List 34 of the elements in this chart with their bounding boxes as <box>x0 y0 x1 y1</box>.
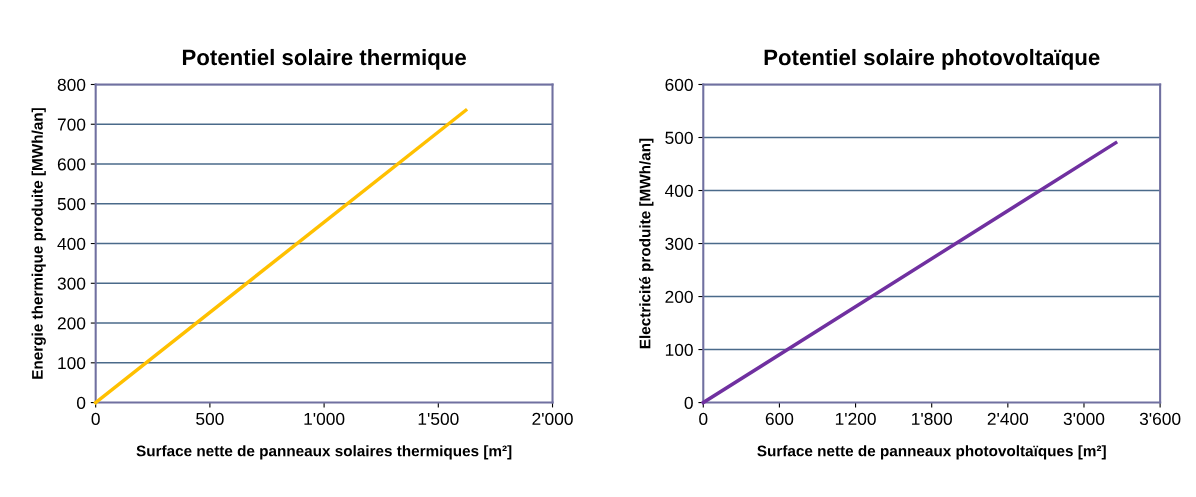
x-tick-label: 2'000 <box>532 412 573 426</box>
y-axis-title: Electricité produite [MWh/an] <box>639 138 654 349</box>
y-tick-label: 200 <box>57 317 86 330</box>
y-tick-label: 200 <box>665 290 693 303</box>
x-tick-label: 3'000 <box>1063 412 1105 426</box>
x-tick-label: 1'000 <box>304 412 345 426</box>
y-tick-label: 300 <box>665 237 693 250</box>
x-tick-label: 1'200 <box>835 412 876 426</box>
y-tick-label: 500 <box>665 131 693 144</box>
x-tick-label: 1'500 <box>418 412 459 426</box>
y-tick-label: 500 <box>57 197 86 211</box>
y-tick-label: 0 <box>684 396 693 410</box>
x-tick-label: 0 <box>699 412 708 426</box>
y-tick-label: 600 <box>665 78 693 91</box>
y-tick-label: 600 <box>57 158 86 171</box>
x-tick-label: 1'800 <box>912 412 952 426</box>
x-tick-label: 2'400 <box>987 412 1029 426</box>
chart-title: Potentiel solaire thermique <box>182 48 466 70</box>
x-tick-label: 3'600 <box>1139 412 1181 426</box>
y-tick-label: 100 <box>58 356 86 370</box>
x-tick-label: 0 <box>91 412 100 426</box>
y-tick-label: 700 <box>57 118 86 131</box>
y-tick-label: 800 <box>57 78 86 91</box>
y-tick-label: 0 <box>76 396 86 410</box>
y-tick-label: 300 <box>57 277 86 290</box>
y-tick-label: 400 <box>57 237 86 250</box>
x-axis-title: Surface nette de panneaux solaires thermiques [m²] <box>136 445 512 460</box>
x-tick-label: 600 <box>765 412 794 426</box>
y-tick-label: 400 <box>664 184 693 197</box>
chart-title: Potentiel solaire photovoltaïque <box>764 48 1100 70</box>
y-axis-title: Energie thermique produite [MWh/an] <box>31 108 46 379</box>
x-tick-label: 500 <box>196 412 224 426</box>
y-tick-label: 100 <box>665 343 693 357</box>
x-axis-title: Surface nette de panneaux photovoltaïques [m²] <box>757 445 1106 460</box>
